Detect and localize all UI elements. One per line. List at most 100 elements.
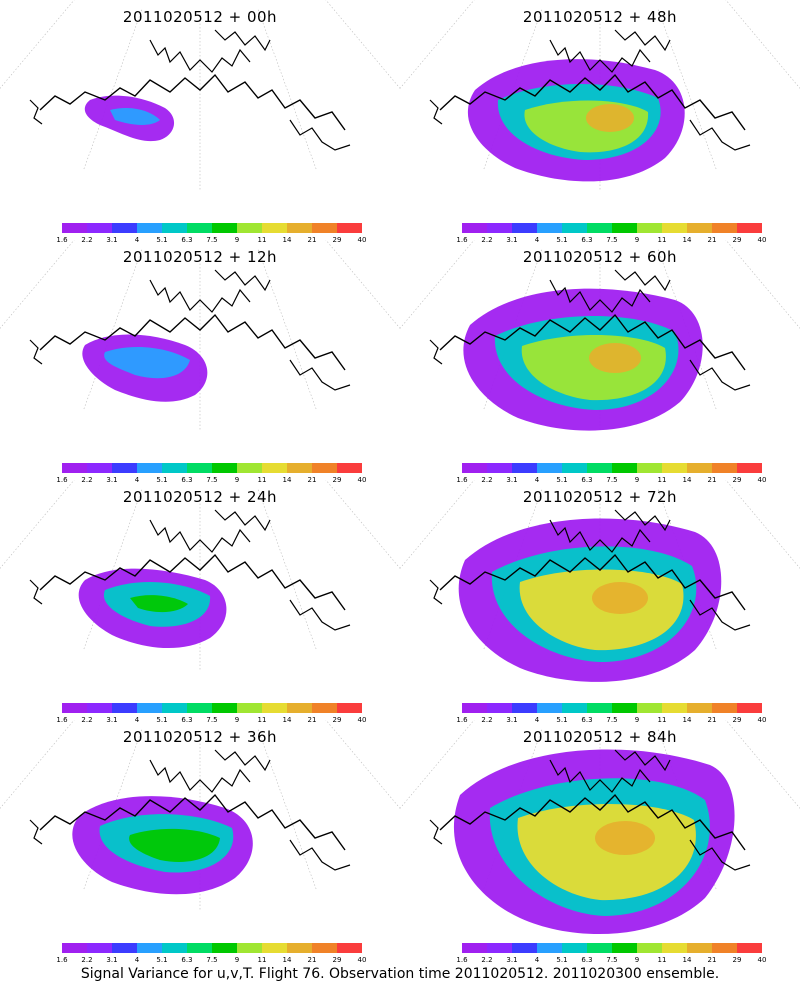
meridian-line <box>325 480 400 569</box>
meridian-line <box>83 9 143 170</box>
colorbar-swatch <box>537 463 562 473</box>
colorbar-tick-label: 11 <box>257 956 267 964</box>
coastline <box>39 793 346 851</box>
meridian-line <box>400 720 475 809</box>
colorbar-ticks: 1.6 2.2 3.1 4 5.1 6.3 7.5 9 11 14 21 29 40 <box>50 956 370 966</box>
colorbar-tick-label: 5.1 <box>556 716 568 724</box>
colorbar-tick-label: 11 <box>257 236 267 244</box>
colorbar-swatch <box>162 463 187 473</box>
colorbar-swatch <box>112 223 137 233</box>
colorbar-swatch <box>312 943 337 953</box>
colorbar-tick-label: 1.6 <box>456 236 468 244</box>
colorbar-swatch <box>62 463 87 473</box>
colorbar-tick-label: 6.3 <box>181 476 193 484</box>
colorbar-swatch <box>737 943 762 953</box>
meridian-line <box>400 480 475 569</box>
europe-coastline <box>689 839 751 871</box>
colorbar-swatch <box>287 943 312 953</box>
arctic-islands-coastline <box>549 39 651 73</box>
coastline <box>39 553 346 611</box>
figure-caption: Signal Variance for u,v,T. Flight 76. Ob… <box>80 966 720 982</box>
colorbar <box>462 943 762 953</box>
colorbar-tick-label: 9 <box>234 956 240 964</box>
colorbar-swatch <box>312 703 337 713</box>
colorbar-swatch <box>187 223 212 233</box>
europe-coastline <box>289 599 351 631</box>
forecast-panel: 2011020512 + 00h 1.6 2.2 3.1 4 5.1 6.3 7.5 9 11 14… <box>0 0 400 244</box>
colorbar-tick-label: 14 <box>682 236 692 244</box>
colorbar-ticks: 1.6 2.2 3.1 4 5.1 6.3 7.5 9 11 14 21 29 40 <box>450 956 770 966</box>
colorbar-swatch <box>162 223 187 233</box>
colorbar-swatch <box>737 463 762 473</box>
colorbar-swatch <box>562 223 587 233</box>
meridian-line <box>400 0 475 89</box>
colorbar-swatch <box>487 223 512 233</box>
variance-region-peak <box>592 582 648 614</box>
meridian-line <box>725 240 800 329</box>
colorbar-tick-label: 40 <box>757 236 767 244</box>
colorbar-swatch <box>212 223 237 233</box>
colorbar-tick-label: 6.3 <box>581 716 593 724</box>
asia-coastline <box>29 819 43 845</box>
colorbar-tick-label: 29 <box>732 956 742 964</box>
colorbar-tick-label: 21 <box>707 956 717 964</box>
colorbar-swatch <box>87 463 112 473</box>
colorbar-swatch <box>512 223 537 233</box>
colorbar-tick-label: 7.5 <box>606 716 618 724</box>
colorbar-tick-label: 7.5 <box>206 476 218 484</box>
colorbar-tick-label: 9 <box>234 236 240 244</box>
greenland-coastline <box>614 509 671 532</box>
arctic-islands-coastline <box>549 279 651 313</box>
colorbar-swatch <box>237 463 262 473</box>
colorbar-swatch <box>687 703 712 713</box>
asia-coastline <box>29 99 43 125</box>
colorbar-swatch <box>662 223 687 233</box>
forecast-panel: 2011020512 + 36h 1.6 2.2 3.1 4 5.1 6.3 7.5 9 11 14… <box>0 720 400 964</box>
colorbar-tick-label: 9 <box>634 236 640 244</box>
colorbar-tick-label: 7.5 <box>206 716 218 724</box>
europe-coastline <box>689 359 751 391</box>
colorbar-tick-label: 29 <box>332 476 342 484</box>
variance-region-peak <box>589 343 641 373</box>
colorbar-tick-label: 29 <box>332 956 342 964</box>
polar-map <box>0 240 400 430</box>
colorbar-tick-label: 14 <box>682 716 692 724</box>
colorbar-swatch <box>687 223 712 233</box>
colorbar <box>462 463 762 473</box>
asia-coastline <box>429 99 443 125</box>
colorbar-swatch <box>662 703 687 713</box>
colorbar-swatch <box>662 943 687 953</box>
colorbar-swatch <box>637 703 662 713</box>
meridian-line <box>257 729 317 890</box>
colorbar <box>62 223 362 233</box>
colorbar-swatch <box>112 943 137 953</box>
colorbar-swatch <box>487 463 512 473</box>
colorbar-swatch <box>137 703 162 713</box>
colorbar-tick-label: 2.2 <box>481 476 493 484</box>
colorbar-tick-label: 14 <box>282 716 292 724</box>
colorbar-tick-label: 40 <box>357 236 367 244</box>
colorbar-tick-label: 11 <box>257 476 267 484</box>
colorbar-swatch <box>137 223 162 233</box>
meridian-line <box>0 720 75 809</box>
variance-region-high <box>517 803 696 901</box>
meridian-line <box>657 9 717 170</box>
colorbar-swatch <box>312 463 337 473</box>
panel-title: 2011020512 + 24h <box>122 488 278 506</box>
panel-title: 2011020512 + 48h <box>522 8 678 26</box>
colorbar-swatch <box>537 943 562 953</box>
colorbar-swatch <box>262 703 287 713</box>
colorbar-tick-label: 1.6 <box>56 956 68 964</box>
greenland-coastline <box>214 749 271 772</box>
colorbar-tick-label: 29 <box>332 236 342 244</box>
colorbar-swatch <box>237 943 262 953</box>
colorbar-tick-label: 9 <box>634 956 640 964</box>
colorbar-tick-label: 21 <box>707 236 717 244</box>
meridian-line <box>725 0 800 89</box>
greenland-coastline <box>614 269 671 292</box>
colorbar-swatch <box>637 943 662 953</box>
coastline <box>439 313 746 371</box>
colorbar-tick-label: 9 <box>634 716 640 724</box>
arctic-islands-coastline <box>149 279 251 313</box>
colorbar-tick-label: 29 <box>332 716 342 724</box>
